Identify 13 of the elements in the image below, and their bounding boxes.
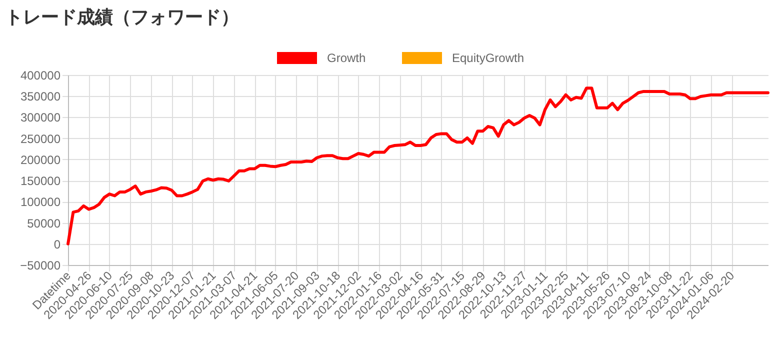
y-tick-label: 150000 xyxy=(20,174,61,188)
y-tick-label: 250000 xyxy=(20,132,61,146)
y-tick-label: 400000 xyxy=(20,68,61,82)
y-tick-label: 200000 xyxy=(20,152,61,167)
y-tick-label: 0 xyxy=(54,237,61,252)
y-tick-label: 50000 xyxy=(27,216,61,230)
legend-label: Growth xyxy=(327,51,366,65)
y-tick-label: 350000 xyxy=(20,90,61,104)
legend-label: EquityGrowth xyxy=(452,51,524,65)
y-tick-label: 300000 xyxy=(20,110,61,125)
y-tick-label: 100000 xyxy=(20,195,61,210)
y-tick-label: −50000 xyxy=(20,258,61,272)
chart-title: トレード成績（フォワード） xyxy=(5,7,239,27)
